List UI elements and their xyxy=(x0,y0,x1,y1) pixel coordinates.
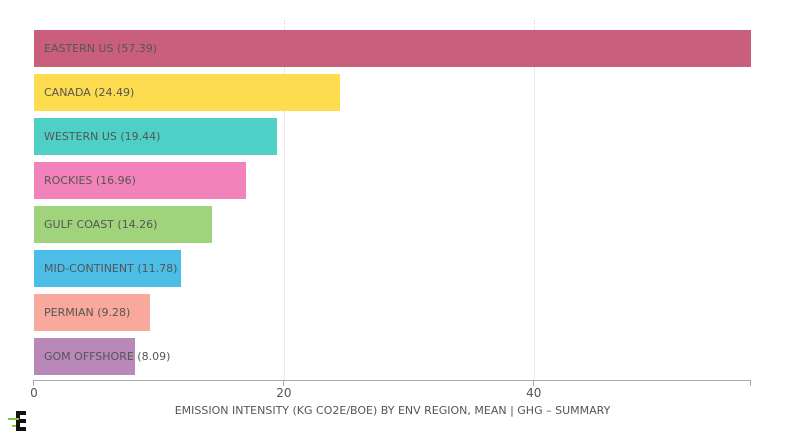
bar-label: PERMIAN (9.28) xyxy=(44,306,131,319)
gridline xyxy=(533,20,535,380)
bar-eastern-us[interactable]: EASTERN US (57.39) xyxy=(34,30,751,67)
bar-gulf-coast[interactable]: GULF COAST (14.26) xyxy=(34,206,213,243)
bar-label: WESTERN US (19.44) xyxy=(44,130,161,143)
bar-rockies[interactable]: ROCKIES (16.96) xyxy=(34,162,246,199)
x-axis xyxy=(33,380,751,386)
bar-mid-continent[interactable]: MID-CONTINENT (11.78) xyxy=(34,250,182,287)
bar-canada[interactable]: CANADA (24.49) xyxy=(34,74,340,111)
bar-label: CANADA (24.49) xyxy=(44,86,135,99)
bar-permian[interactable]: PERMIAN (9.28) xyxy=(34,294,150,331)
bar-label: ROCKIES (16.96) xyxy=(44,174,136,187)
tick-label: 20 xyxy=(276,386,292,400)
x-axis-title: EMISSION INTENSITY (KG CO2E/BOE) BY ENV … xyxy=(174,404,611,417)
tick-label: 40 xyxy=(526,386,542,400)
plot-area: EASTERN US (57.39) CANADA (24.49) WESTERN … xyxy=(34,20,751,380)
axis-tick xyxy=(33,380,34,386)
bar-gom-offshore[interactable]: GOM OFFSHORE (8.09) xyxy=(34,338,170,375)
tick-label: 0 xyxy=(30,386,38,400)
gridline xyxy=(283,20,285,380)
bar-label: GULF COAST (14.26) xyxy=(44,218,158,231)
axis-tick xyxy=(750,380,751,386)
axis-tick xyxy=(282,380,284,386)
company-logo-icon xyxy=(8,411,26,431)
bar-western-us[interactable]: WESTERN US (19.44) xyxy=(34,118,277,155)
bar-label: MID-CONTINENT (11.78) xyxy=(44,262,178,275)
bar-label: GOM OFFSHORE (8.09) xyxy=(44,350,171,363)
bar-label: EASTERN US (57.39) xyxy=(44,42,158,55)
axis-tick xyxy=(532,380,534,386)
